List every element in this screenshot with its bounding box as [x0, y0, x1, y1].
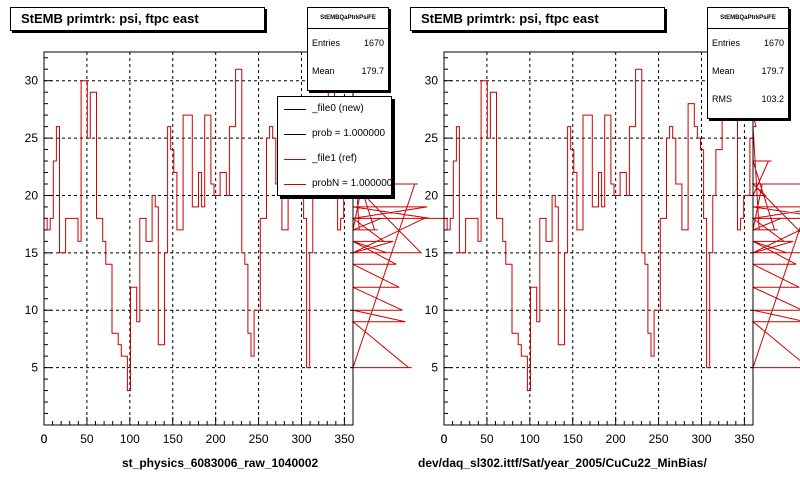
legend-label: probN = 1.000000	[312, 178, 392, 189]
stats-row-rms-right: RMS 103.2	[708, 85, 788, 113]
y-tick-label: 5	[431, 361, 438, 375]
legend-swatch-black	[284, 134, 306, 135]
stats-value: 179.7	[761, 66, 784, 76]
stats-value: 1670	[763, 38, 784, 48]
x-tick-label: 250	[649, 432, 669, 446]
stats-label: Mean	[712, 66, 735, 76]
legend-entry-file0: _file0 (new)	[278, 97, 391, 122]
stats-header-left: StEMBQaPtrkPsiFE	[308, 8, 388, 29]
x-tick-label: 200	[606, 432, 626, 446]
legend-box: _file0 (new) prob = 1.000000 _file1 (ref…	[277, 96, 392, 196]
x-tick-label: 0	[41, 432, 48, 446]
y-tick-label: 25	[25, 131, 39, 145]
plot-frame	[443, 51, 754, 426]
x-tick-label: 0	[441, 432, 448, 446]
x-tick-label: 200	[206, 432, 226, 446]
y-tick-label: 10	[425, 303, 439, 317]
stats-row-entries-left: Entries 1670	[308, 29, 388, 57]
y-tick-label: 10	[25, 303, 39, 317]
x-tick-label: 250	[249, 432, 269, 446]
plot-panel-1: 0 50 100 150 200 250 300 350 0 5 10 15 20 25 30	[25, 51, 465, 446]
stats-header-right: StEMBQaPtrkPsiFE	[708, 8, 788, 29]
chart-title-left-text: StEMB primtrk: psi, ftpc east	[21, 11, 199, 26]
stats-row-mean-left: Mean 179.7	[308, 57, 388, 85]
y-tick-label: 30	[25, 74, 39, 88]
x-tick-label: 300	[691, 432, 711, 446]
x-tick-label: 300	[291, 432, 311, 446]
y-tick-label: 15	[425, 246, 439, 260]
chart-title-right-text: StEMB primtrk: psi, ftpc east	[421, 11, 599, 26]
stats-value: 1670	[363, 38, 384, 48]
legend-swatch-red	[284, 159, 306, 160]
legend-label: prob = 1.000000	[312, 128, 386, 139]
stats-row-mean-right: Mean 179.7	[708, 57, 788, 85]
stats-label: Entries	[312, 38, 341, 48]
plot-frame	[43, 51, 354, 426]
stats-row-entries-right: Entries 1670	[708, 29, 788, 57]
y-tick-label: 20	[425, 188, 439, 202]
stats-label: Mean	[312, 66, 335, 76]
x-tick-label: 150	[563, 432, 583, 446]
y-tick-label: 20	[25, 188, 39, 202]
y-tick-label: 15	[25, 246, 39, 260]
x-tick-label: 350	[734, 432, 754, 446]
x-axis-label-left: st_physics_6083006_raw_1040002	[122, 456, 319, 470]
x-tick-label: 0	[441, 432, 448, 446]
stats-value: 179.7	[361, 66, 384, 76]
x-tick-label: 350	[334, 432, 354, 446]
x-tick-label: 100	[520, 432, 540, 446]
stats-label: Entries	[712, 38, 741, 48]
stats-label: RMS	[712, 94, 732, 104]
legend-entry-probn: probN = 1.000000	[278, 172, 392, 195]
legend-swatch-red	[284, 184, 306, 185]
x-tick-label: 0	[41, 432, 48, 446]
stats-box-left: StEMBQaPtrkPsiFE Entries 1670 Mean 179.7	[307, 7, 389, 91]
y-tick-label: 30	[425, 74, 439, 88]
y-tick-label: 25	[425, 131, 439, 145]
legend-label: _file0 (new)	[312, 103, 364, 114]
x-tick-label: 50	[480, 432, 494, 446]
chart-title-left: StEMB primtrk: psi, ftpc east	[10, 7, 265, 31]
x-tick-label: 100	[120, 432, 140, 446]
legend-label: _file1 (ref)	[312, 153, 358, 164]
stats-value: 103.2	[761, 94, 784, 104]
x-tick-label: 150	[163, 432, 183, 446]
chart-title-right: StEMB primtrk: psi, ftpc east	[410, 7, 665, 31]
x-axis-label-right: dev/daq_sl302.ittf/Sat/year_2005/CuCu22_…	[418, 456, 707, 470]
legend-swatch-black	[284, 109, 306, 110]
y-tick-label: 5	[31, 361, 38, 375]
stats-box-right: StEMBQaPtrkPsiFE Entries 1670 Mean 179.7…	[707, 7, 789, 119]
legend-entry-file1: _file1 (ref)	[278, 147, 391, 172]
legend-entry-prob: prob = 1.000000	[278, 122, 391, 147]
x-tick-label: 50	[80, 432, 94, 446]
